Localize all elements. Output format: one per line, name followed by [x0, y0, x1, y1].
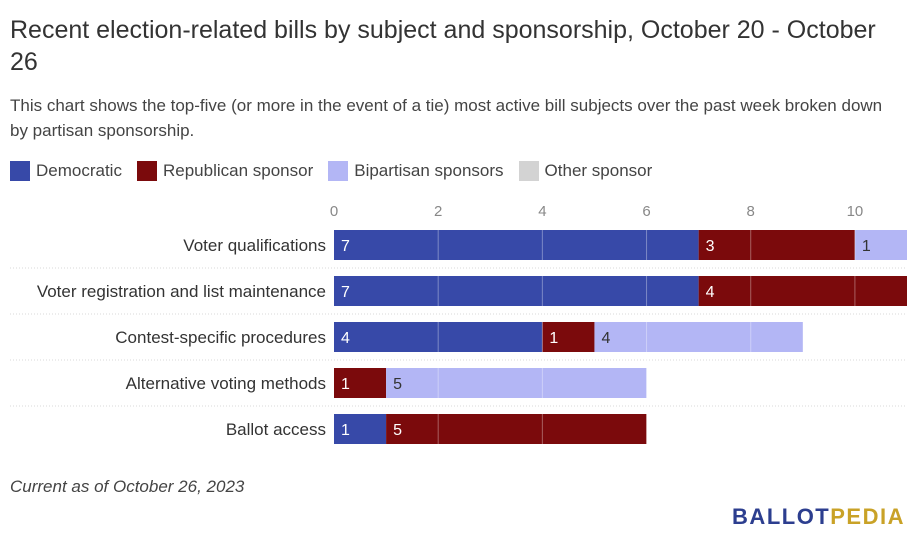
legend-swatch-other — [518, 161, 539, 181]
bar-segment — [334, 230, 699, 260]
bar-segment — [698, 230, 855, 260]
legend-label-republican: Republican sponsor — [162, 161, 314, 180]
bar-segment — [542, 322, 595, 352]
bar-segment — [698, 276, 907, 306]
data-label: 1 — [341, 376, 350, 393]
bar-segment — [334, 322, 543, 352]
legend-swatch-republican — [136, 161, 157, 181]
footnote: Current as of October 26, 2023 — [10, 477, 245, 496]
category-label: Voter registration and list maintenance — [37, 282, 326, 301]
data-label: 7 — [341, 284, 350, 301]
x-tick-label: 6 — [642, 203, 650, 220]
data-label: 7 — [341, 238, 350, 255]
bar-segment — [386, 368, 647, 398]
logo-part-ballot: BALLOT — [732, 504, 831, 529]
stacked-bar-chart: 0 2 4 6 8 10 Voter qualifications 7 3 1 Voter regi… — [10, 203, 907, 444]
data-label: 1 — [341, 422, 350, 439]
bar-segment — [334, 276, 699, 306]
category-label: Alternative voting methods — [126, 374, 326, 393]
data-label: 4 — [706, 284, 715, 301]
data-label: 5 — [393, 376, 402, 393]
legend-swatch-democratic — [10, 161, 30, 181]
bar-segment — [854, 230, 907, 260]
bar-segment — [386, 414, 647, 444]
x-tick-label: 0 — [330, 203, 338, 220]
ballotpedia-logo: BALLOTPEDIA — [732, 504, 905, 530]
data-label: 1 — [862, 238, 871, 255]
data-label: 4 — [341, 330, 350, 347]
legend-label-bipartisan: Bipartisan sponsors — [354, 161, 504, 180]
x-tick-label: 2 — [434, 203, 442, 220]
category-label: Contest-specific procedures — [115, 328, 326, 347]
legend-item-bipartisan: Bipartisan sponsors — [328, 161, 504, 181]
bar-segment — [334, 368, 387, 398]
legend-label-democratic: Democratic — [36, 161, 122, 180]
chart-title: Recent election-related bills by subject… — [10, 16, 876, 76]
category-label: Ballot access — [226, 420, 326, 439]
data-label: 4 — [601, 330, 610, 347]
bar-segment — [334, 414, 387, 444]
chart-subtitle: This chart shows the top-five (or more i… — [10, 96, 883, 140]
data-label: 1 — [549, 330, 558, 347]
x-tick-label: 4 — [538, 203, 546, 220]
data-label: 3 — [706, 238, 715, 255]
x-tick-label: 10 — [847, 203, 864, 220]
data-label: 5 — [393, 422, 402, 439]
legend-item-other: Other sponsor — [518, 161, 653, 181]
category-label: Voter qualifications — [183, 236, 326, 255]
logo-part-pedia: PEDIA — [830, 504, 905, 529]
bar-segment — [594, 322, 803, 352]
legend-item-democratic: Democratic — [10, 161, 122, 181]
legend-label-other: Other sponsor — [544, 161, 653, 180]
chart-legend: Democratic Republican sponsor Bipartisan… — [10, 161, 667, 181]
legend-item-republican: Republican sponsor — [136, 161, 314, 181]
x-tick-label: 8 — [747, 203, 755, 220]
legend-swatch-bipartisan — [328, 161, 349, 181]
